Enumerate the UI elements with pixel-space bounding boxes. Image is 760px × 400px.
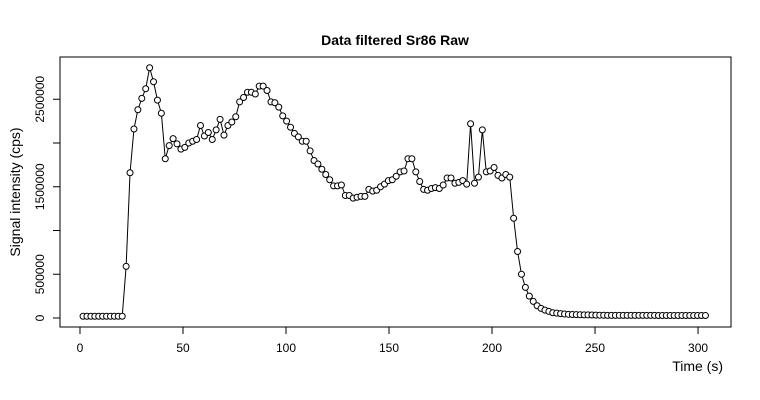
x-axis-label: Time (s) (672, 358, 723, 374)
data-point (318, 165, 326, 173)
data-point (150, 78, 158, 86)
data-point (510, 214, 518, 222)
data-point (157, 109, 165, 117)
data-point (161, 155, 169, 163)
data-point (169, 135, 177, 143)
data-point (361, 192, 369, 200)
y-tick-label: 0 (33, 314, 47, 321)
data-point (236, 98, 244, 106)
data-point (322, 171, 330, 179)
data-point (279, 112, 287, 120)
data-point (212, 126, 220, 134)
data-point (153, 96, 161, 104)
data-point (216, 115, 224, 123)
data-point (306, 147, 314, 155)
data-point (337, 181, 345, 189)
data-point (294, 133, 302, 141)
x-tick-label: 100 (276, 341, 296, 355)
data-point (165, 142, 173, 150)
data-point (228, 118, 236, 126)
data-point (263, 87, 271, 95)
data-point (463, 180, 471, 188)
data-point (130, 125, 138, 133)
data-point (412, 168, 420, 176)
data-point (447, 174, 455, 182)
data-point (173, 140, 181, 148)
data-point (118, 312, 126, 320)
x-tick-label: 50 (176, 341, 190, 355)
data-point (126, 169, 134, 177)
data-point (490, 164, 498, 172)
data-point (392, 172, 400, 180)
data-point (232, 113, 240, 121)
data-point (142, 85, 150, 93)
data-point (478, 126, 486, 134)
data-point (525, 292, 533, 300)
data-point (193, 136, 201, 144)
data-point (408, 155, 416, 163)
data-point (514, 247, 522, 255)
data-point (208, 136, 216, 144)
x-tick-label: 200 (482, 341, 502, 355)
x-tick-label: 150 (379, 341, 399, 355)
data-line (83, 67, 706, 317)
data-point (283, 117, 291, 125)
data-point (314, 160, 322, 168)
data-point (197, 122, 205, 130)
data-point (240, 94, 248, 102)
data-point (439, 181, 447, 189)
data-point (271, 99, 279, 107)
y-tick-label: 2500000 (33, 76, 47, 123)
data-point (521, 283, 529, 291)
data-point (275, 103, 283, 111)
data-point (134, 106, 142, 114)
data-point (701, 312, 709, 320)
data-point (251, 90, 259, 98)
x-tick-label: 250 (585, 341, 605, 355)
data-point (181, 143, 189, 151)
data-point (474, 173, 482, 181)
data-point (529, 297, 537, 305)
data-point (506, 173, 514, 181)
y-axis-label: Signal intensity (cps) (7, 127, 23, 256)
data-point (138, 94, 146, 102)
data-point (326, 176, 334, 184)
data-point (400, 167, 408, 175)
plot-frame (59, 56, 732, 328)
data-point (302, 137, 310, 145)
chart-title: Data filtered Sr86 Raw (321, 32, 469, 48)
y-tick-label: 500000 (33, 254, 47, 294)
data-point (467, 120, 475, 128)
y-tick-label: 1500000 (33, 163, 47, 210)
x-tick-label: 300 (688, 341, 708, 355)
data-point (259, 82, 267, 90)
data-point (471, 179, 479, 187)
x-tick-label: 0 (77, 341, 84, 355)
data-point (517, 270, 525, 278)
data-point (287, 123, 295, 131)
data-point (204, 129, 212, 137)
data-point (146, 64, 154, 72)
data-point (122, 262, 130, 270)
data-point (220, 131, 228, 139)
data-point (416, 178, 424, 186)
